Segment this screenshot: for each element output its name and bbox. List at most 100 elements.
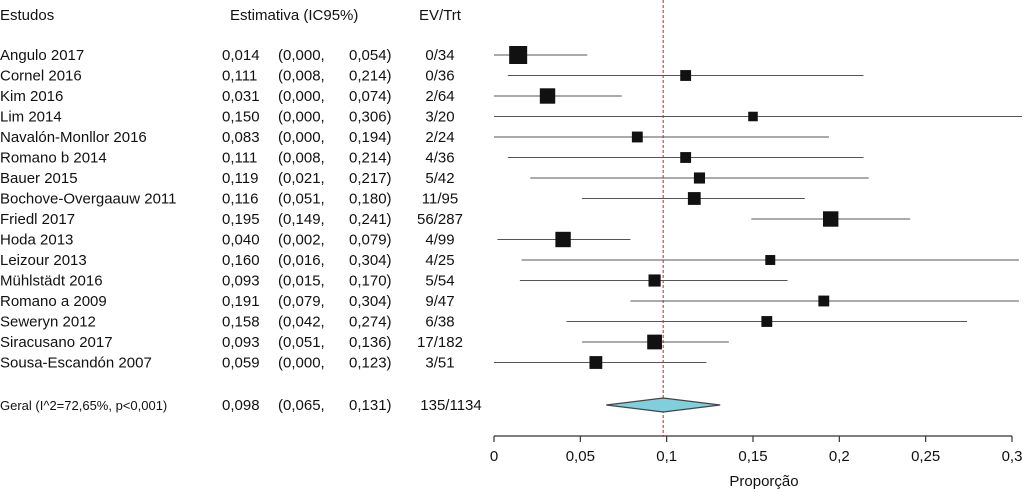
ci-upper-label: 0,074) — [349, 88, 392, 105]
estimate-marker — [647, 334, 662, 350]
events-label: 11/95 — [422, 191, 458, 208]
study-name: Cornel 2016 — [0, 68, 82, 85]
estimate-marker — [823, 211, 839, 227]
ci-lower-label: (0,051, — [278, 191, 325, 208]
ci-lower-label: (0,000, — [278, 129, 325, 146]
events-label: 2/64 — [425, 88, 454, 105]
x-tick-label: 0,05 — [566, 448, 595, 465]
ci-upper-label: 0,180) — [349, 191, 392, 208]
estimate-marker — [680, 70, 692, 81]
header-studies: Estudos — [0, 7, 54, 24]
estimate-label: 0,014 — [222, 47, 260, 64]
ci-lower-label: (0,015, — [278, 273, 325, 290]
ci-upper-label: 0,214) — [349, 150, 392, 167]
study-row: Mühlstädt 2016 0,093 (0,015, 0,170) 5/54 — [0, 273, 455, 290]
study-name: Friedl 2017 — [0, 211, 75, 228]
ci-upper-label: 0,136) — [349, 334, 392, 351]
estimate-label: 0,111 — [222, 68, 257, 85]
study-row: Angulo 2017 0,014 (0,000, 0,054) 0/34 — [0, 47, 455, 64]
x-tick-label: 0,15 — [738, 448, 767, 465]
x-tick-label: 0,1 — [656, 448, 677, 465]
events-label: 2/24 — [425, 129, 454, 146]
estimate-label: 0,150 — [222, 109, 260, 126]
estimate-marker — [748, 111, 758, 122]
study-row: Kim 2016 0,031 (0,000, 0,074) 2/64 — [0, 88, 455, 105]
events-label: 4/99 — [425, 232, 454, 249]
ci-upper-label: 0,123) — [349, 355, 392, 372]
overall-estimate-label: 0,098 — [222, 397, 260, 414]
ci-lower-label: (0,042, — [278, 314, 325, 331]
ci-upper-label: 0,054) — [349, 47, 392, 64]
estimate-label: 0,040 — [222, 232, 260, 249]
overall-row: Geral (I^2=72,65%, p<0,001) 0,098 (0,065, 0… — [0, 397, 482, 414]
events-label: 56/287 — [417, 211, 463, 228]
study-name: Seweryn 2012 — [0, 314, 96, 331]
x-tick-label: 0 — [490, 448, 498, 465]
ci-upper-label: 0,306) — [349, 109, 392, 126]
study-name: Romano a 2009 — [0, 293, 107, 310]
study-name: Sousa-Escandón 2007 — [0, 355, 152, 372]
estimate-marker — [648, 274, 661, 287]
overall-ci-lower-label: (0,065, — [278, 397, 325, 414]
ci-upper-label: 0,170) — [349, 273, 392, 290]
estimate-marker — [509, 46, 528, 64]
study-row: Romano a 2009 0,191 (0,079, 0,304) 9/47 — [0, 293, 455, 310]
estimate-label: 0,160 — [222, 252, 260, 269]
header-estimate: Estimativa (IC95%) — [230, 7, 358, 24]
study-row: Romano b 2014 0,111 (0,008, 0,214) 4/36 — [0, 150, 455, 167]
study-row: Leizour 2013 0,160 (0,016, 0,304) 4/25 — [0, 252, 455, 269]
estimate-marker — [631, 131, 643, 143]
ci-lower-label: (0,000, — [278, 88, 325, 105]
events-label: 17/182 — [417, 334, 463, 351]
events-label: 6/38 — [425, 314, 454, 331]
study-name: Bochove-Overgaauw 2011 — [0, 191, 177, 208]
estimate-label: 0,059 — [222, 355, 260, 372]
study-name: Navalón-Monllor 2016 — [0, 129, 147, 146]
x-tick-label: 0,3 — [1002, 448, 1023, 465]
ci-lower-label: (0,051, — [278, 334, 325, 351]
ci-lower-label: (0,021, — [278, 170, 325, 187]
ci-lower-label: (0,002, — [278, 232, 325, 249]
study-name: Siracusano 2017 — [0, 334, 113, 351]
x-axis-label: Proporção — [729, 473, 798, 490]
events-label: 5/54 — [425, 273, 454, 290]
study-row: Cornel 2016 0,111 (0,008, 0,214) 0/36 — [0, 68, 455, 85]
study-name: Leizour 2013 — [0, 252, 87, 269]
estimate-marker — [765, 255, 776, 265]
study-row: Bochove-Overgaauw 2011 0,116 (0,051, 0,180)… — [0, 191, 458, 208]
estimate-marker — [693, 172, 706, 184]
header-events: EV/Trt — [419, 7, 462, 24]
estimate-label: 0,031 — [222, 88, 260, 105]
estimate-marker — [680, 152, 692, 163]
ci-lower-label: (0,149, — [278, 211, 325, 228]
study-row: Friedl 2017 0,195 (0,149, 0,241) 56/287 — [0, 211, 463, 228]
estimate-marker — [589, 356, 603, 369]
estimate-marker — [687, 192, 701, 205]
ci-upper-label: 0,304) — [349, 293, 392, 310]
study-row: Bauer 2015 0,119 (0,021, 0,217) 5/42 — [0, 170, 455, 187]
ci-upper-label: 0,274) — [349, 314, 392, 331]
overall-ci-upper-label: 0,131) — [349, 397, 392, 414]
events-label: 0/36 — [425, 68, 454, 85]
estimate-label: 0,191 — [222, 293, 260, 310]
events-label: 5/42 — [425, 170, 454, 187]
estimate-label: 0,093 — [222, 334, 260, 351]
estimate-label: 0,195 — [222, 211, 260, 228]
ci-lower-label: (0,008, — [278, 68, 325, 85]
ci-lower-label: (0,000, — [278, 109, 325, 126]
overall-diamond — [606, 397, 721, 413]
estimate-label: 0,093 — [222, 273, 260, 290]
estimate-marker — [555, 231, 571, 248]
ci-lower-label: (0,079, — [278, 293, 325, 310]
ci-lower-label: (0,000, — [278, 47, 325, 64]
events-label: 4/25 — [425, 252, 454, 269]
study-row: Siracusano 2017 0,093 (0,051, 0,136) 17/182 — [0, 334, 463, 351]
events-label: 3/51 — [425, 355, 454, 372]
study-row: Hoda 2013 0,040 (0,002, 0,079) 4/99 — [0, 232, 455, 249]
study-name: Angulo 2017 — [0, 47, 84, 64]
events-label: 3/20 — [425, 109, 454, 126]
estimate-label: 0,158 — [222, 314, 260, 331]
ci-upper-label: 0,304) — [349, 252, 392, 269]
ci-upper-label: 0,214) — [349, 68, 392, 85]
study-name: Romano b 2014 — [0, 150, 107, 167]
